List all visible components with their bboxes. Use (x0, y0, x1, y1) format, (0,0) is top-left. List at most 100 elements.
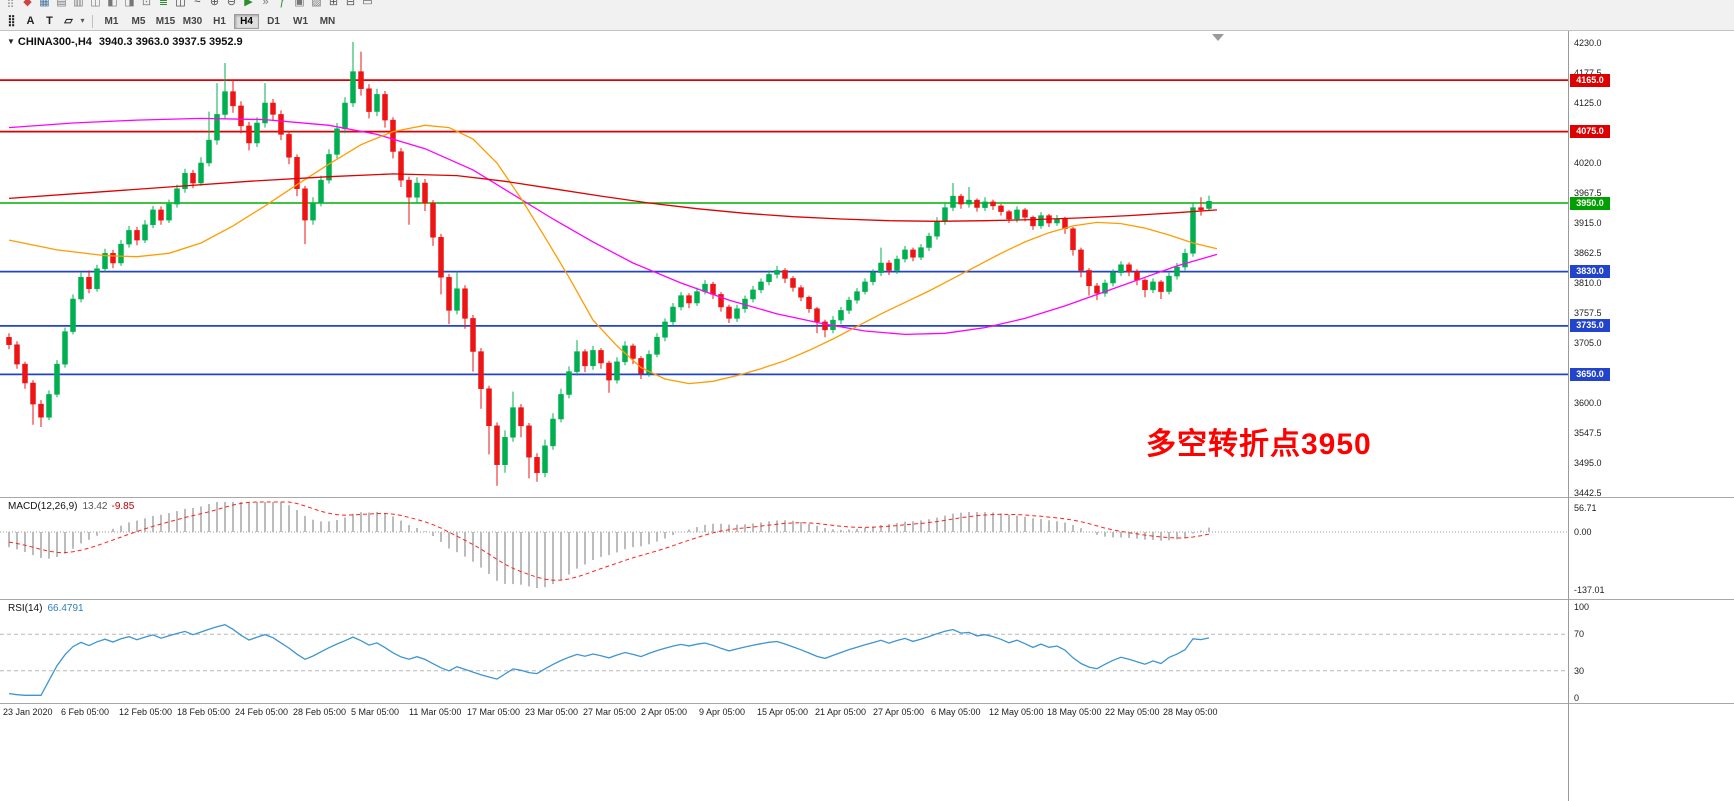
price-tick: 3862.5 (1574, 247, 1602, 258)
timeframe-H4[interactable]: H4 (234, 14, 259, 29)
shapes-caret-icon[interactable]: ▾ (80, 16, 85, 25)
price-tick: 3915.0 (1574, 217, 1602, 228)
timeframe-M5[interactable]: M5 (131, 16, 146, 27)
arrange-icons-icon[interactable]: ▭ (362, 0, 373, 8)
time-label: 5 Mar 05:00 (351, 707, 400, 717)
chart-title: ▼ CHINA300-,H4 3940.3 3963.0 3937.5 3952.9 (7, 36, 243, 48)
price-tick: 4177.5 (1574, 68, 1602, 78)
price-badge-3830.0: 3830.0 (1570, 265, 1610, 279)
periods-icon[interactable]: ▣ (294, 0, 305, 8)
timeframe-M1[interactable]: M1 (104, 16, 119, 27)
macd-signal-line (8, 501, 1210, 581)
rsi-line (8, 624, 1210, 696)
rsi-value: 66.4791 (47, 603, 84, 614)
time-label: 23 Mar 05:00 (525, 707, 579, 717)
time-label: 2 Apr 05:00 (641, 707, 688, 717)
candlestick-chart-icon[interactable]: ◫ (175, 0, 186, 8)
time-label: 27 Mar 05:00 (583, 707, 637, 717)
time-label: 27 Apr 05:00 (873, 707, 925, 717)
tile-windows-icon[interactable]: ⊟ (345, 0, 356, 8)
timeframe-D1[interactable]: D1 (267, 16, 280, 27)
new-order-icon[interactable]: ◆ (23, 0, 32, 8)
grip-dots-icon[interactable]: ⣿ (6, 0, 15, 8)
macd-value-signal: -9.85 (111, 501, 135, 512)
toolbar-handle-icon[interactable]: ⣿ (7, 15, 16, 27)
macd-value-main: 13.42 (82, 501, 108, 512)
time-label: 28 May 05:00 (1163, 707, 1218, 717)
price-badge-3950.0: 3950.0 (1570, 196, 1610, 210)
time-label: 11 Mar 05:00 (409, 707, 462, 717)
time-label: 15 Apr 05:00 (757, 707, 809, 717)
macd-axis-tick: 56.71 (1574, 502, 1597, 513)
macd-label: MACD(12,26,9) 13.42 -9.85 (8, 501, 134, 512)
indicators-icon[interactable]: ƒ (279, 0, 286, 8)
text-tool[interactable]: A (26, 15, 35, 27)
rsi-axis-tick: 30 (1574, 665, 1585, 676)
candles-layer (6, 41, 1212, 486)
zoom-out-icon[interactable]: ⊖ (226, 0, 237, 8)
chart-shift-icon[interactable]: » (262, 0, 269, 8)
new-chart-icon[interactable]: ▦ (39, 0, 50, 8)
chart-shift-marker[interactable] (1212, 34, 1224, 41)
price-badge-4165.0: 4165.0 (1570, 73, 1610, 87)
bar-chart-icon[interactable]: ≣ (158, 0, 169, 8)
line-studies-toolbar: ⣿ A T ▱ ▾ (2, 14, 87, 29)
navigator-icon[interactable]: ◧ (107, 0, 118, 8)
price-tick: 4125.0 (1574, 98, 1602, 108)
timeframe-M15[interactable]: M15 (155, 16, 176, 27)
time-label: 28 Feb 05:00 (293, 707, 347, 717)
text-label-tool[interactable]: T (46, 15, 53, 27)
price-tick: 3705.0 (1574, 337, 1602, 348)
price-badge-4075.0: 4075.0 (1570, 125, 1610, 139)
ohlc-values: 3940.3 3963.0 3937.5 3952.9 (98, 36, 243, 48)
zoom-in-icon[interactable]: ⊕ (209, 0, 220, 8)
rsi-label: RSI(14) 66.4791 (8, 603, 84, 614)
chart-annotation: 多空转折点3950 (1146, 428, 1372, 461)
time-label: 6 May 05:00 (931, 707, 981, 717)
price-tick: 3442.5 (1574, 487, 1602, 498)
auto-scroll-icon[interactable]: ▶ (244, 0, 253, 8)
templates-icon[interactable]: ▨ (311, 0, 322, 8)
rsi-axis-tick: 0 (1574, 693, 1580, 703)
price-tick: 4230.0 (1574, 38, 1602, 48)
data-window-icon[interactable]: ◫ (90, 0, 101, 8)
timeframe-MN[interactable]: MN (319, 16, 336, 27)
toolbar-row2: ⣿ A T ▱ ▾ M1 M5 M15 M30 H1 H4 D1 W1 MN (0, 13, 1734, 30)
macd-axis-tick: -137.01 (1574, 584, 1605, 595)
time-label: 12 Feb 05:00 (119, 707, 173, 717)
time-label: 6 Feb 05:00 (61, 707, 110, 717)
price-tick: 3757.5 (1574, 307, 1602, 318)
market-watch-icon[interactable]: ▥ (73, 0, 84, 8)
time-label: 18 Feb 05:00 (177, 707, 231, 717)
timeframe-W1[interactable]: W1 (293, 16, 308, 27)
rsi-axis-tick: 70 (1574, 629, 1585, 640)
cascade-windows-icon[interactable]: ⊞ (328, 0, 339, 8)
rsi-name: RSI(14) (8, 603, 43, 614)
price-tick: 3600.0 (1574, 397, 1602, 408)
symbol-dropdown-icon[interactable]: ▼ (7, 37, 15, 46)
toolbar-row1: ⣿ ◆ ▦ ▤ ▥ ◫ ◧ ◨ ⊡ ≣ ◫ ~ ⊕ ⊖ ▶ » ƒ ▣ ▨ ⊞ ⊟ ▭ (0, 0, 1734, 13)
price-tick: 3495.0 (1574, 457, 1602, 468)
line-chart-icon[interactable]: ~ (194, 0, 201, 8)
shapes-tool[interactable]: ▱ (64, 15, 73, 27)
terminal-icon[interactable]: ◨ (124, 0, 135, 8)
time-label: 24 Feb 05:00 (235, 707, 289, 717)
time-label: 23 Jan 2020 (3, 707, 53, 717)
macd-axis-tick: 0.00 (1574, 527, 1592, 537)
timeframe-M30[interactable]: M30 (182, 16, 203, 27)
time-label: 22 May 05:00 (1105, 707, 1160, 717)
price-tick: 4020.0 (1574, 158, 1602, 168)
toolbar-separator (92, 15, 93, 28)
ma-slow-magenta (8, 117, 1218, 336)
timeframes-toolbar: M1 M5 M15 M30 H1 H4 D1 W1 MN (98, 14, 341, 29)
price-tick: 3810.0 (1574, 277, 1602, 288)
ma-long-red (8, 173, 1218, 222)
time-label: 17 Mar 05:00 (467, 707, 521, 717)
strategy-tester-icon[interactable]: ⊡ (141, 0, 152, 8)
price-badge-3650.0: 3650.0 (1570, 367, 1610, 381)
profiles-icon[interactable]: ▤ (56, 0, 67, 8)
rsi-axis-tick: 100 (1574, 602, 1590, 612)
timeframe-H1[interactable]: H1 (213, 16, 226, 27)
